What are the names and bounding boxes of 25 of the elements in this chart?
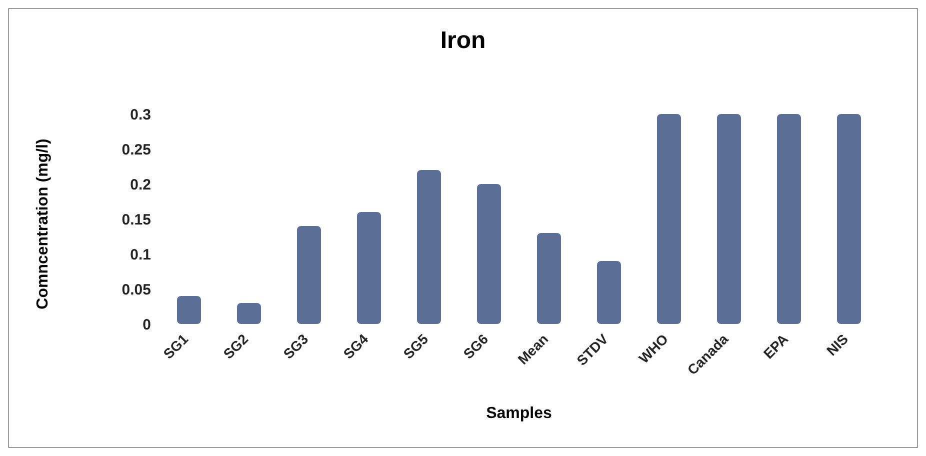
- bar: [837, 114, 861, 324]
- y-tick-label: 0: [142, 316, 151, 334]
- bar: [417, 170, 441, 324]
- bar: [177, 296, 201, 324]
- bar: [537, 233, 561, 324]
- x-tick-label: EPA: [760, 330, 792, 362]
- y-tick-label: 0.25: [122, 141, 151, 158]
- y-tick-label: 0.1: [130, 246, 151, 264]
- y-tick-label: 0.05: [122, 281, 151, 298]
- y-tick-label: 0.2: [130, 176, 151, 194]
- x-axis-title: Samples: [485, 405, 553, 423]
- bar: [717, 114, 741, 324]
- bar: [657, 114, 681, 324]
- chart-title: Iron: [439, 27, 487, 55]
- y-tick-label: 0.3: [130, 106, 151, 124]
- x-tick-label: SG1: [160, 330, 192, 362]
- bar: [297, 226, 321, 324]
- y-tick-label: 0.15: [122, 211, 151, 228]
- y-axis-title: Comncentration (mg/l): [34, 138, 52, 310]
- bar: [777, 114, 801, 324]
- bar: [237, 303, 261, 324]
- bar: [357, 212, 381, 324]
- x-tick-label: NIS: [823, 330, 852, 359]
- bar: [477, 184, 501, 324]
- bar: [597, 261, 621, 324]
